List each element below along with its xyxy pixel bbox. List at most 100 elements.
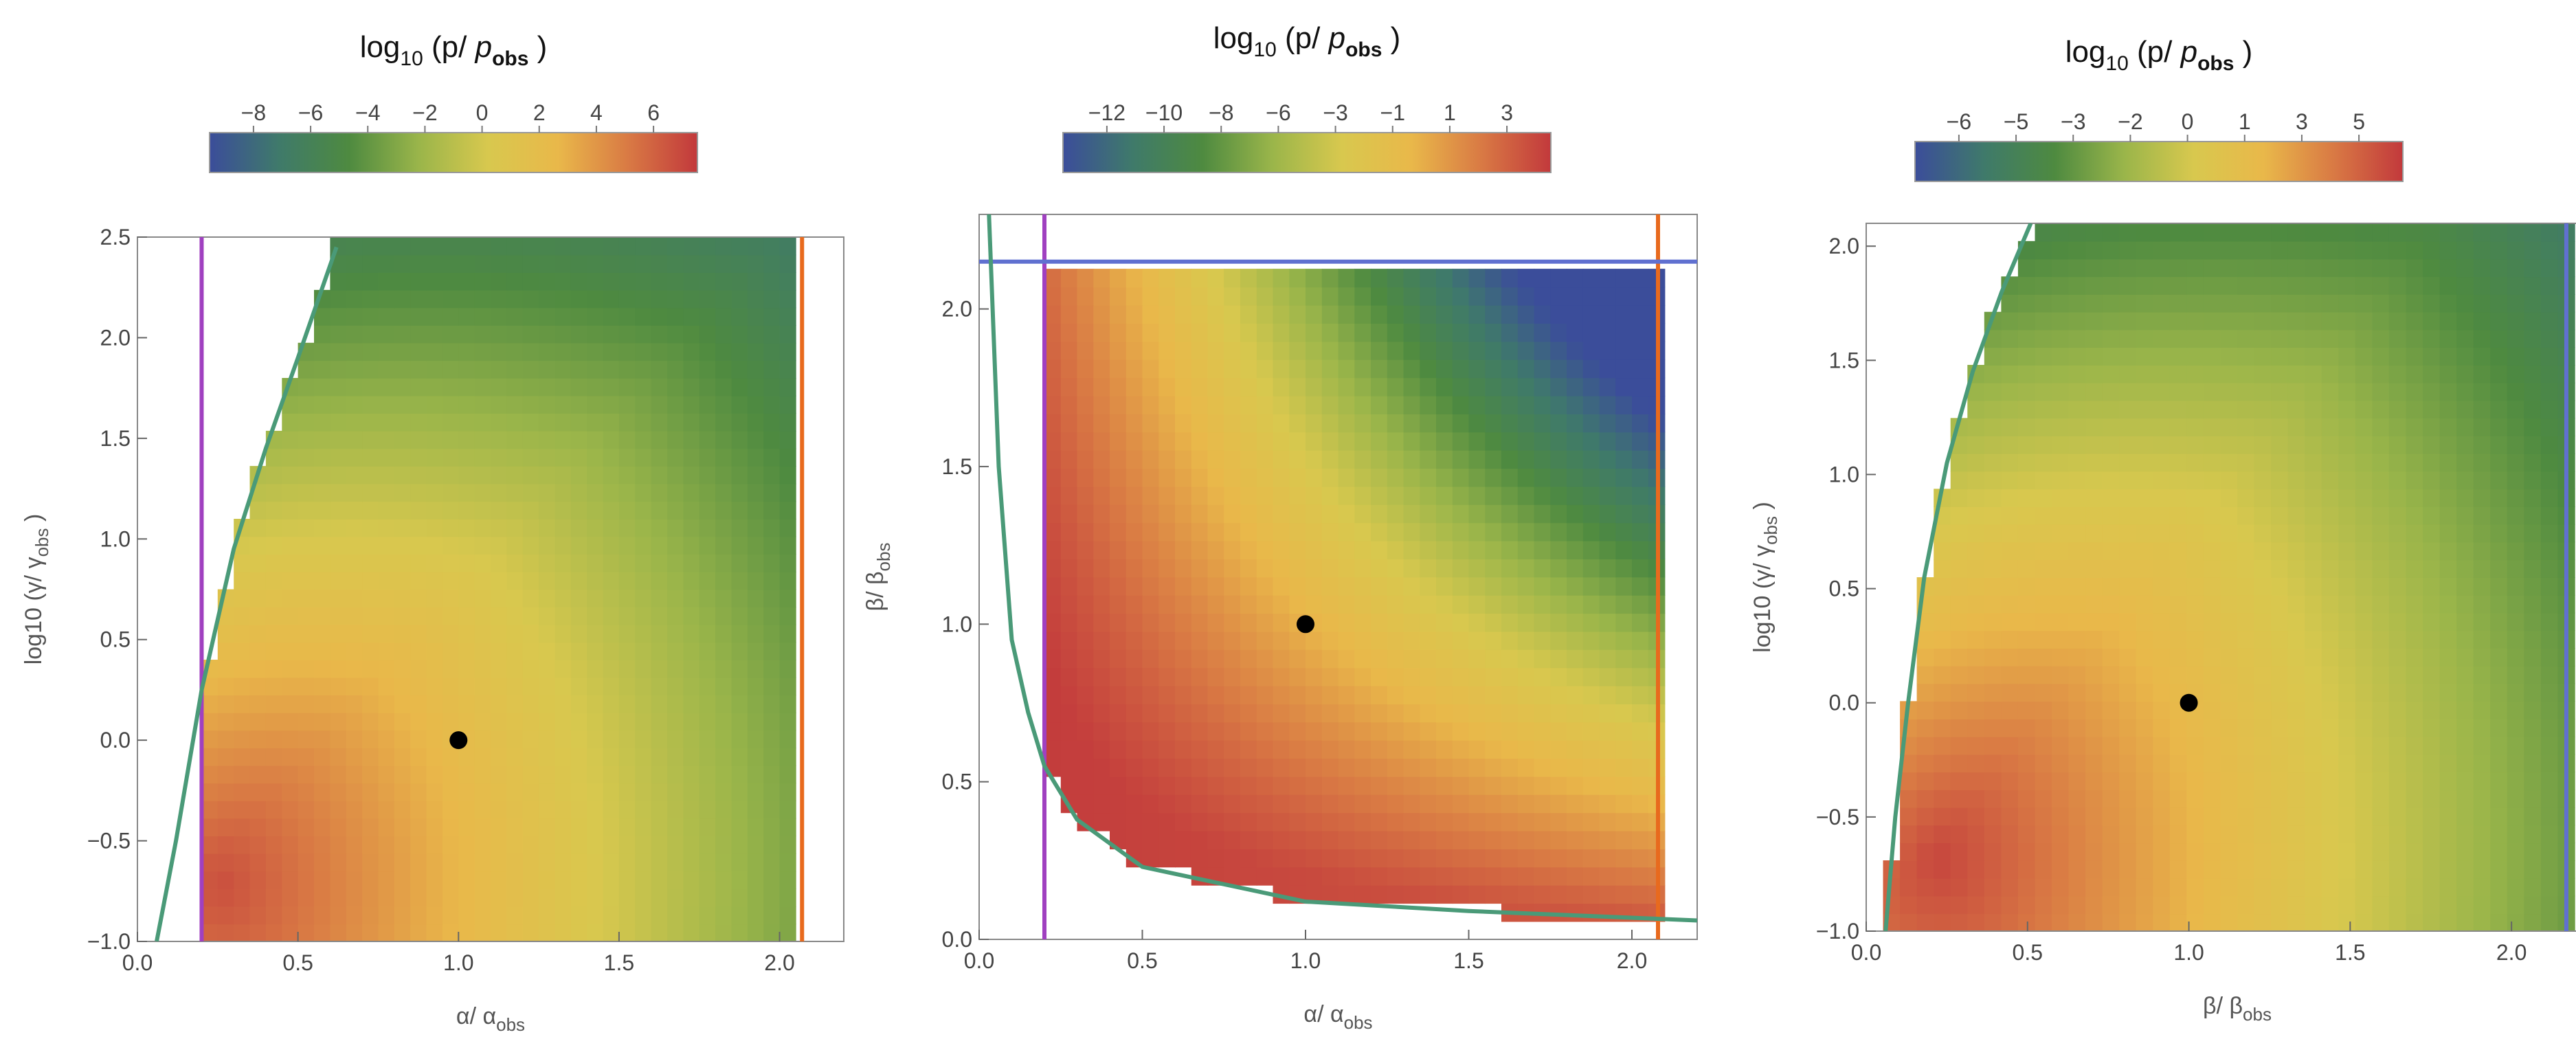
heatmap-cell	[217, 818, 234, 836]
heatmap-cell	[1224, 613, 1241, 632]
heatmap-cell	[1273, 722, 1290, 741]
heatmap-cell	[442, 483, 460, 502]
heatmap-cell	[1615, 849, 1633, 868]
heatmap-cell	[1468, 812, 1486, 831]
heatmap-cell	[2119, 913, 2137, 931]
heatmap-cell	[1420, 559, 1437, 578]
heatmap-cell	[330, 853, 347, 872]
heatmap-cell	[2321, 594, 2339, 614]
heatmap-cell	[506, 677, 524, 695]
heatmap-cell	[618, 237, 636, 256]
heatmap-cell	[2203, 577, 2221, 596]
heatmap-cell	[1093, 377, 1110, 397]
heatmap-cell	[2186, 311, 2204, 331]
heatmap-cell	[603, 360, 620, 379]
heatmap-cell	[1403, 812, 1421, 831]
heatmap-cell	[410, 589, 427, 607]
heatmap-cell	[1060, 559, 1078, 578]
heatmap-cell	[2321, 683, 2339, 702]
heatmap-cell	[2524, 223, 2542, 242]
heatmap-cell	[763, 765, 781, 784]
heatmap-cell	[1582, 758, 1600, 777]
heatmap-cell	[2355, 860, 2373, 879]
heatmap-cell	[1582, 577, 1600, 596]
heatmap-cell	[1289, 758, 1306, 777]
heatmap-cell	[2203, 683, 2221, 702]
heatmap-cell	[249, 730, 267, 748]
heatmap-cell	[2423, 559, 2441, 578]
heatmap-cell	[217, 783, 234, 801]
heatmap-cell	[763, 466, 781, 484]
heatmap-cell	[1125, 704, 1143, 723]
heatmap-cell	[2372, 365, 2390, 383]
heatmap-cell	[539, 783, 556, 801]
heatmap-cell	[442, 554, 460, 572]
heatmap-cell	[1077, 522, 1095, 541]
heatmap-cell	[2305, 541, 2322, 561]
heatmap-cell	[1632, 849, 1649, 868]
heatmap-cell	[731, 342, 748, 361]
heatmap-cell	[1599, 704, 1617, 723]
heatmap-cell	[2271, 825, 2289, 844]
heatmap-cell	[2271, 754, 2289, 773]
heatmap-cell	[1403, 867, 1421, 886]
heatmap-cell	[2153, 683, 2171, 702]
heatmap-cell	[1354, 359, 1371, 379]
heatmap-cell	[1567, 884, 1584, 904]
heatmap-cell	[506, 660, 524, 678]
heatmap-cell	[330, 378, 347, 397]
heatmap-cell	[2153, 736, 2171, 755]
heatmap-cell	[603, 853, 620, 872]
heatmap-cell	[522, 853, 539, 872]
heatmap-cell	[378, 765, 395, 784]
heatmap-cell	[2001, 541, 2019, 561]
heatmap-cell	[1240, 631, 1257, 650]
heatmap-cell	[618, 448, 636, 467]
heatmap-cell	[618, 660, 636, 678]
heatmap-cell	[699, 871, 716, 889]
heatmap-cell	[458, 237, 475, 256]
heatmap-cell	[747, 430, 764, 449]
heatmap-cell	[2456, 577, 2474, 596]
heatmap-cell	[587, 413, 604, 432]
heatmap-cell	[2524, 630, 2542, 649]
x-tick-label: 0.5	[1127, 948, 1157, 973]
heatmap-cell	[1436, 849, 1453, 868]
y-tick-label: 0.5	[100, 627, 131, 652]
heatmap-cell	[1567, 704, 1584, 723]
heatmap-cell	[265, 466, 283, 484]
heatmap-cell	[2220, 913, 2238, 931]
heatmap-cell	[2423, 594, 2441, 614]
heatmap-cell	[1900, 807, 1918, 826]
heatmap-cell	[683, 677, 700, 695]
heatmap-cell	[1599, 667, 1617, 686]
heatmap-cell	[2119, 842, 2137, 861]
heatmap-cell	[2237, 294, 2255, 313]
heatmap-cell	[410, 607, 427, 625]
heatmap-cell	[330, 272, 347, 291]
heatmap-cell	[2321, 223, 2339, 242]
heatmap-cell	[265, 818, 283, 836]
heatmap-cell	[2524, 436, 2542, 454]
heatmap-cell	[314, 378, 331, 397]
heatmap-cell	[522, 307, 539, 326]
heatmap-cell	[1110, 812, 1127, 831]
heatmap-cell	[1452, 414, 1470, 433]
heatmap-cell	[635, 660, 652, 678]
heatmap-cell	[330, 730, 347, 748]
heatmap-cell	[1501, 432, 1519, 451]
heatmap-cell	[1093, 613, 1110, 632]
heatmap-cell	[2338, 630, 2356, 649]
heatmap-cell	[2473, 577, 2491, 596]
heatmap-cell	[1110, 577, 1127, 596]
heatmap-cell	[442, 325, 460, 344]
heatmap-cell	[1093, 432, 1110, 451]
heatmap-cell	[1534, 504, 1552, 524]
heatmap-cell	[2254, 719, 2272, 737]
heatmap-cell	[2321, 913, 2339, 931]
heatmap-cell	[1142, 776, 1160, 795]
heatmap-cell	[1984, 842, 2002, 861]
heatmap-cell	[506, 325, 524, 344]
heatmap-cell	[2017, 825, 2036, 844]
heatmap-cell	[362, 660, 379, 678]
